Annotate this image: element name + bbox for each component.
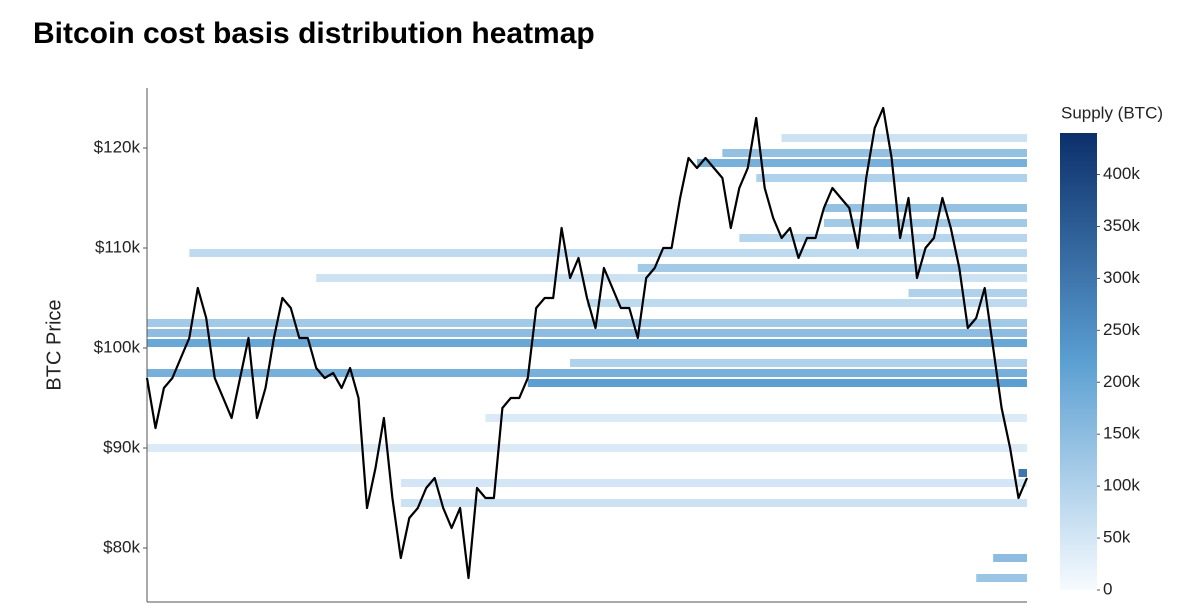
y-tick-label: $110k	[95, 237, 141, 256]
heat-band	[739, 234, 1027, 242]
y-tick-label: $90k	[103, 437, 140, 456]
colorbar-tick-label: 350k	[1103, 216, 1140, 235]
heat-band	[189, 249, 1027, 257]
colorbar-tick-label: 100k	[1103, 476, 1140, 495]
y-axis-title: BTC Price	[43, 299, 65, 390]
heat-band	[147, 319, 1027, 327]
y-tick-label: $100k	[94, 337, 141, 356]
heat-band	[147, 444, 1027, 452]
y-tick-label: $80k	[103, 537, 140, 556]
colorbar-tick-label: 0	[1103, 579, 1112, 598]
colorbar-tick-label: 150k	[1103, 424, 1140, 443]
chart-title: Bitcoin cost basis distribution heatmap	[33, 17, 595, 50]
heat-band	[400, 499, 1027, 507]
colorbar-tick-label: 50k	[1103, 528, 1131, 547]
heat-band	[976, 574, 1027, 582]
heat-band	[722, 149, 1027, 157]
heat-band	[570, 359, 1027, 367]
colorbar-tick-label: 250k	[1103, 320, 1140, 339]
heat-band	[823, 219, 1027, 227]
heat-band	[485, 414, 1027, 422]
colorbar-tick-label: 300k	[1103, 268, 1140, 287]
colorbar-tick-label: 200k	[1103, 372, 1140, 391]
heat-band	[781, 134, 1027, 142]
heat-band	[587, 299, 1027, 307]
heat-band	[147, 369, 1027, 377]
colorbar-tick-label: 400k	[1103, 164, 1140, 183]
y-tick-label: $120k	[94, 137, 141, 156]
heat-band	[147, 339, 1027, 347]
heat-band	[637, 264, 1027, 272]
heat-band	[527, 379, 1027, 387]
heat-band	[147, 329, 1027, 337]
colorbar	[1060, 133, 1097, 590]
heat-band	[756, 174, 1027, 182]
heat-band	[400, 479, 1027, 487]
heat-band	[993, 554, 1027, 562]
heatmap	[147, 134, 1027, 582]
heat-band	[908, 289, 1027, 297]
heat-band	[1018, 469, 1027, 477]
price-line	[145, 106, 1029, 580]
colorbar-title: Supply (BTC)	[1061, 103, 1163, 122]
heat-band	[316, 274, 1027, 282]
heat-band	[823, 204, 1027, 212]
heat-band	[697, 159, 1027, 167]
